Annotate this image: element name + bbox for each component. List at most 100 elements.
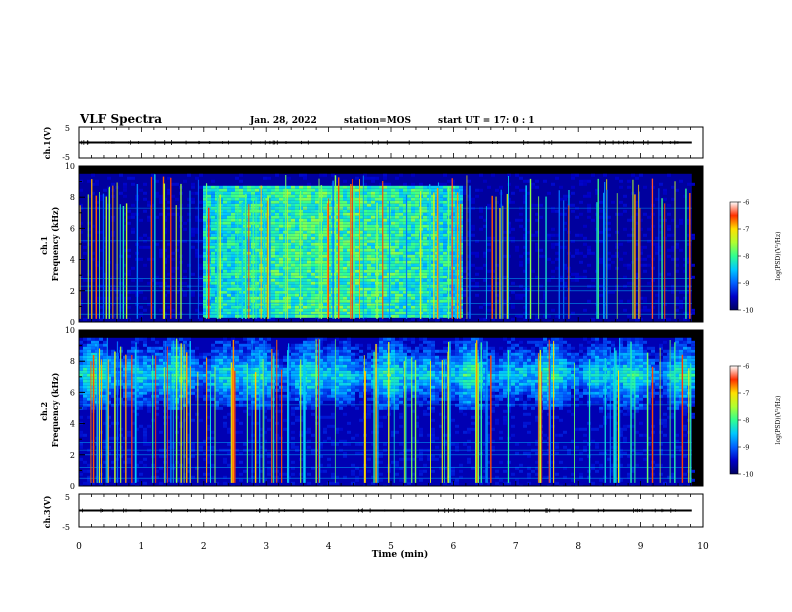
ch1s-psd-cell	[531, 320, 535, 322]
ch1s-psd-cell	[367, 242, 371, 246]
ch1s-psd-cell	[403, 308, 407, 312]
ch1s-psd-cell	[411, 308, 415, 312]
ch1s-psd-cell	[679, 302, 683, 306]
ch1s-psd-cell	[363, 203, 367, 207]
ch1s-psd-cell	[103, 188, 107, 192]
ch1s-psd-cell	[395, 227, 399, 231]
ch1s-psd-cell	[291, 254, 295, 258]
ch1s-psd-cell	[415, 239, 419, 243]
ch1s-psd-cell	[231, 254, 235, 258]
ch2s-psd-cell	[87, 352, 91, 356]
ch1s-psd-cell	[171, 269, 175, 273]
ch1s-psd-cell	[571, 278, 575, 282]
ch1s-psd-cell	[551, 233, 555, 237]
ch2s-psd-cell	[187, 412, 191, 416]
ch1s-psd-cell	[327, 251, 331, 255]
ch1s-psd-cell	[423, 302, 427, 306]
ch1s-psd-cell	[303, 275, 307, 279]
ch2s-psd-cell	[111, 421, 115, 425]
ch1s-psd-cell	[415, 212, 419, 216]
ch1s-psd-cell	[647, 254, 651, 258]
ch1s-psd-cell	[463, 287, 467, 291]
ch1s-psd-cell	[239, 287, 243, 291]
ch1s-psd-cell	[295, 224, 299, 228]
ch1s-psd-cell	[347, 239, 351, 243]
ch1s-psd-cell	[219, 212, 223, 216]
ch1s-psd-cell	[279, 305, 283, 309]
ch1s-psd-cell	[323, 236, 327, 240]
ch1s-psd-cell	[267, 212, 271, 216]
ch1s-psd-cell	[655, 197, 659, 201]
ch1s-psd-cell	[131, 203, 135, 207]
ch2s-psd-cell	[79, 457, 83, 461]
ch1s-psd-cell	[103, 236, 107, 240]
ch1s-psd-cell	[235, 221, 239, 225]
ch1s-psd-cell	[371, 233, 375, 237]
ch1s-psd-cell	[143, 197, 147, 201]
ch1s-psd-cell	[391, 212, 395, 216]
ch1s-psd-cell	[367, 311, 371, 315]
ch1s-psd-cell	[203, 275, 207, 279]
ch2s-psd-cell	[83, 403, 87, 407]
ch1s-psd-cell	[231, 293, 235, 297]
ch1s-psd-cell	[371, 251, 375, 255]
ch1s-psd-cell	[547, 236, 551, 240]
ch1s-psd-cell	[407, 320, 411, 322]
ch1s-psd-cell	[415, 221, 419, 225]
ch1s-psd-cell	[231, 242, 235, 246]
ch1s-psd-cell	[287, 278, 291, 282]
ch1s-psd-cell	[339, 287, 343, 291]
ch1s-psd-cell	[311, 314, 315, 318]
ch2s-psd-cell	[167, 364, 171, 368]
ch1s-psd-cell	[431, 251, 435, 255]
ch1s-psd-cell	[187, 197, 191, 201]
ch2s-psd-cell	[87, 478, 91, 482]
ch1s-psd-cell	[303, 239, 307, 243]
ch1s-psd-cell	[359, 302, 363, 306]
ch2s-psd-cell	[83, 364, 87, 368]
ch1s-psd-cell	[307, 215, 311, 219]
ch1s-psd-cell	[355, 278, 359, 282]
ch1s-psd-cell	[167, 254, 171, 258]
ch1s-psd-cell	[243, 293, 247, 297]
ch1s-psd-cell	[203, 224, 207, 228]
ch2s-psd-cell	[183, 388, 187, 392]
ch1s-psd-cell	[223, 305, 227, 309]
ch1s-psd-cell	[431, 239, 435, 243]
ch1s-psd-cell	[243, 281, 247, 285]
ch1s-psd-cell	[579, 251, 583, 255]
ch2s-psd-cell	[99, 478, 103, 482]
ch1s-psd-cell	[283, 311, 287, 315]
ch2s-psd-cell	[135, 376, 139, 380]
ch1s-psd-cell	[311, 311, 315, 315]
ch1s-psd-cell	[339, 200, 343, 204]
ch1s-psd-cell	[427, 269, 431, 273]
ch1s-psd-cell	[379, 311, 383, 315]
ch2s-psd-cell	[139, 379, 143, 383]
ch2s-psd-cell	[123, 379, 127, 383]
ch1s-psd-cell	[495, 200, 499, 204]
ch1s-psd-cell	[191, 293, 195, 297]
ch1s-psd-cell	[379, 182, 383, 186]
ch1s-psd-cell	[635, 275, 639, 279]
ch1s-psd-cell	[235, 290, 239, 294]
ch1s-psd-cell	[355, 290, 359, 294]
ch1s-psd-cell	[255, 215, 259, 219]
ch1s-psd-cell	[303, 287, 307, 291]
ch1s-psd-cell	[467, 218, 471, 222]
ch1s-psd-cell	[683, 269, 687, 273]
ch1s-psd-cell	[191, 191, 195, 195]
ch1s-psd-cell	[647, 263, 651, 267]
ch1s-psd-cell	[607, 233, 611, 237]
ch1s-psd-cell	[219, 188, 223, 192]
ch1s-psd-cell	[367, 287, 371, 291]
ch1s-psd-cell	[315, 305, 319, 309]
ch1s-psd-cell	[315, 218, 319, 222]
ch2s-psd-cell	[107, 358, 111, 362]
ch1s-psd-cell	[183, 269, 187, 273]
ch2s-psd-cell	[163, 358, 167, 362]
ch1s-psd-cell	[295, 320, 299, 322]
ch2s-psd-cell	[183, 376, 187, 380]
ch1s-psd-cell	[363, 224, 367, 228]
ch1s-psd-cell	[351, 272, 355, 276]
